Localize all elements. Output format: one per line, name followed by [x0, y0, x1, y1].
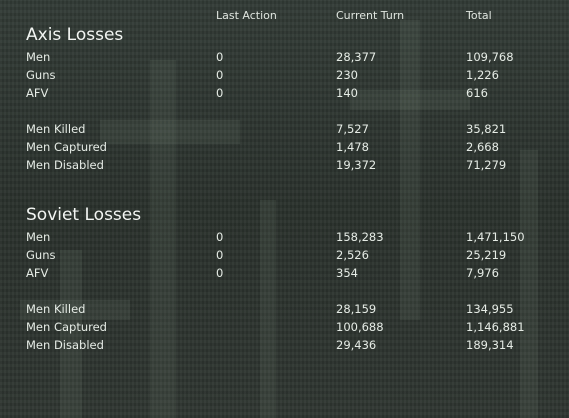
- axis-row-afv: AFV 0 140 616: [0, 86, 569, 104]
- current-turn-value: 2,526: [336, 248, 369, 262]
- background-cross: [60, 250, 82, 418]
- row-label: Men: [26, 50, 51, 64]
- row-label: Men Disabled: [26, 338, 104, 352]
- current-turn-value: 28,159: [336, 302, 377, 316]
- soviet-row-men-disabled: Men Disabled 29,436 189,314: [0, 338, 569, 356]
- current-turn-value: 19,372: [336, 158, 377, 172]
- current-turn-value: 7,527: [336, 122, 369, 136]
- total-value: 1,146,881: [466, 320, 525, 334]
- total-value: 35,821: [466, 122, 507, 136]
- current-turn-value: 158,283: [336, 230, 384, 244]
- background-cross: [260, 200, 276, 418]
- axis-row-men-killed: Men Killed 7,527 35,821: [0, 122, 569, 140]
- last-action-value: 0: [216, 266, 224, 280]
- total-value: 71,279: [466, 158, 507, 172]
- row-label: Guns: [26, 248, 56, 262]
- background-cross: [350, 90, 470, 110]
- last-action-value: 0: [216, 68, 224, 82]
- current-turn-value: 1,478: [336, 140, 369, 154]
- current-turn-value: 230: [336, 68, 358, 82]
- soviet-row-guns: Guns 0 2,526 25,219: [0, 248, 569, 266]
- axis-row-guns: Guns 0 230 1,226: [0, 68, 569, 86]
- header-total: Total: [466, 9, 492, 22]
- last-action-value: 0: [216, 248, 224, 262]
- soviet-row-men: Men 0 158,283 1,471,150: [0, 230, 569, 248]
- total-value: 616: [466, 86, 488, 100]
- total-value: 1,226: [466, 68, 499, 82]
- row-label: AFV: [26, 266, 49, 280]
- row-label: Men Captured: [26, 140, 107, 154]
- background-cross: [520, 150, 538, 418]
- axis-row-men-disabled: Men Disabled 19,372 71,279: [0, 158, 569, 176]
- current-turn-value: 28,377: [336, 50, 377, 64]
- soviet-row-afv: AFV 0 354 7,976: [0, 266, 569, 284]
- row-label: AFV: [26, 86, 49, 100]
- total-value: 109,768: [466, 50, 514, 64]
- row-label: Guns: [26, 68, 56, 82]
- axis-row-men-captured: Men Captured 1,478 2,668: [0, 140, 569, 158]
- last-action-value: 0: [216, 86, 224, 100]
- background-cross: [100, 120, 240, 144]
- background-cross: [20, 300, 130, 320]
- total-value: 2,668: [466, 140, 499, 154]
- header-current-turn: Current Turn: [336, 9, 405, 22]
- axis-losses-title: Axis Losses: [26, 25, 124, 45]
- soviet-row-men-captured: Men Captured 100,688 1,146,881: [0, 320, 569, 338]
- axis-row-men: Men 0 28,377 109,768: [0, 50, 569, 68]
- row-label: Men Disabled: [26, 158, 104, 172]
- row-label: Men Killed: [26, 302, 86, 316]
- row-label: Men: [26, 230, 51, 244]
- last-action-value: 0: [216, 230, 224, 244]
- current-turn-value: 29,436: [336, 338, 377, 352]
- total-value: 25,219: [466, 248, 507, 262]
- total-value: 189,314: [466, 338, 514, 352]
- current-turn-value: 354: [336, 266, 358, 280]
- last-action-value: 0: [216, 50, 224, 64]
- total-value: 134,955: [466, 302, 514, 316]
- background-cross: [150, 60, 176, 418]
- row-label: Men Killed: [26, 122, 86, 136]
- current-turn-value: 140: [336, 86, 358, 100]
- total-value: 7,976: [466, 266, 499, 280]
- background-cross: [400, 20, 420, 320]
- header-last-action: Last Action: [216, 9, 277, 22]
- current-turn-value: 100,688: [336, 320, 384, 334]
- soviet-losses-title: Soviet Losses: [26, 205, 142, 225]
- total-value: 1,471,150: [466, 230, 525, 244]
- soviet-row-men-killed: Men Killed 28,159 134,955: [0, 302, 569, 320]
- row-label: Men Captured: [26, 320, 107, 334]
